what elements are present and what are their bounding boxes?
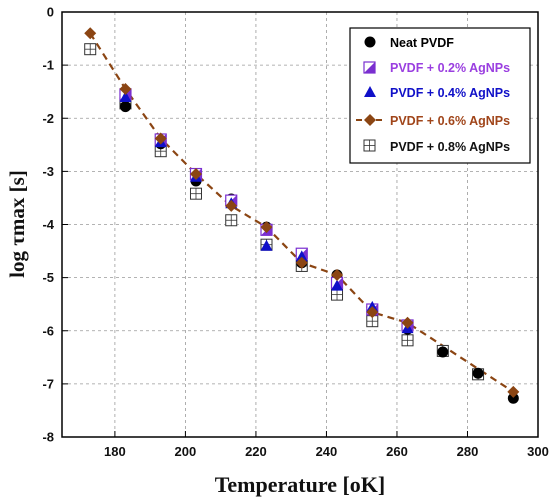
legend-label-0-2: PVDF + 0.2% AgNPs [390,61,510,75]
point-0-8-agnps [225,214,238,227]
legend-marker-0-6 [356,114,384,126]
legend-label-neat: Neat PVDF [390,36,454,50]
x-tick-label: 260 [386,444,408,459]
point-0-8-agnps [189,187,202,200]
axis-ticks: 180 200 220 240 260 280 300 0 -1 -2 -3 -4 -5 -6 -7 -8 [42,5,548,460]
x-tick-label: 200 [175,444,197,459]
legend-marker-neat [364,36,376,48]
point-neat-pvdf [472,367,484,379]
point-0-4-agnps [295,250,308,262]
point-0-6-agnps [295,256,308,269]
point-0-8-agnps [401,334,414,347]
legend-box [349,27,531,164]
legend-marker-0-2 [363,61,376,74]
point-0-8-agnps [84,43,97,56]
y-tick-label: -4 [42,217,54,232]
point-0-6-agnps [507,385,520,398]
x-tick-label: 240 [316,444,338,459]
point-0-6-agnps [189,168,202,181]
point-neat-pvdf [507,392,519,404]
point-0-4-agnps [119,91,132,102]
point-0-6-agnps [119,83,132,96]
y-tick-label: -7 [42,376,54,391]
y-tick-label: -2 [42,111,54,126]
legend-marker-0-8 [363,139,376,152]
y-tick-label: 0 [47,5,54,20]
point-neat-pvdf [437,346,449,358]
legend-label-0-8: PVDF + 0.8% AgNPs [390,140,510,154]
data-points [84,27,520,404]
legend-marker-0-4 [364,86,376,97]
x-tick-label: 180 [104,444,126,459]
point-0-6-agnps [331,268,344,281]
point-neat-pvdf [119,101,131,113]
y-tick-label: -3 [42,164,54,179]
point-0-6-agnps [401,316,414,329]
point-0-6-agnps [260,221,273,234]
y-tick-label: -8 [42,430,54,445]
point-0-6-agnps [225,199,238,212]
point-0-8-agnps [331,288,344,301]
x-tick-label: 220 [245,444,267,459]
y-tick-label: -6 [42,323,54,338]
y-tick-label: -1 [42,58,54,73]
point-0-6-agnps [366,306,379,319]
legend: Neat PVDF PVDF + 0.2% AgNPs PVDF + 0.4% … [349,27,531,164]
legend-label-0-4: PVDF + 0.4% AgNPs [390,86,510,100]
point-0-4-agnps [260,239,273,251]
x-tick-label: 280 [457,444,479,459]
point-0-6-agnps [84,27,97,40]
point-0-6-agnps [154,132,167,145]
x-tick-label: 300 [527,444,549,459]
x-axis-title: Temperature [oK] [215,472,385,497]
y-tick-label: -5 [42,270,54,285]
legend-label-0-6: PVDF + 0.6% AgNPs [390,114,510,128]
point-0-4-agnps [331,279,344,291]
y-axis-title: log τmax [s] [5,170,29,278]
